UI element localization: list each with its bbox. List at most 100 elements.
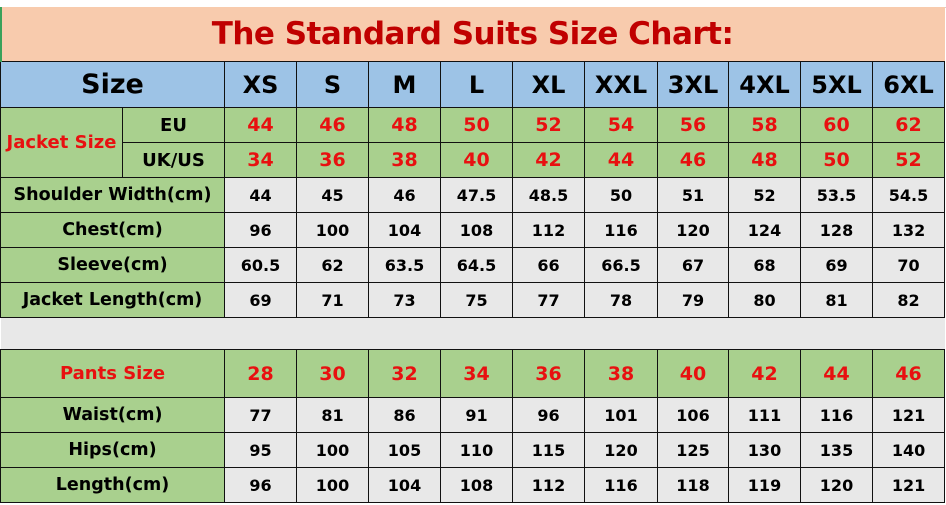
pants-size-cell: 44	[800, 349, 873, 398]
jacket-size-cell: 50	[800, 142, 873, 178]
size-column-header: 4XL	[728, 61, 801, 108]
measurement-cell: 121	[871, 397, 946, 433]
jacket-size-cell: 46	[657, 142, 729, 178]
pants-size-row: Pants Size 28 30 32 34 36 38 40 42 44 46	[0, 349, 946, 398]
spacer-row	[0, 317, 945, 350]
measurement-label: Shoulder Width(cm)	[0, 177, 225, 213]
size-column-header: 6XL	[871, 61, 946, 108]
selection-edge	[0, 7, 2, 62]
measurement-cell: 120	[657, 212, 729, 248]
measurement-cell: 135	[800, 432, 873, 468]
measurement-cell: 46	[368, 177, 441, 213]
measurement-cell: 81	[800, 282, 873, 318]
jacket-size-cell: 60	[800, 107, 873, 143]
measurement-cell: 64.5	[440, 247, 513, 283]
measurement-cell: 128	[800, 212, 873, 248]
measurement-cell: 120	[584, 432, 658, 468]
jacket-size-cell: 48	[368, 107, 441, 143]
measurement-cell: 105	[368, 432, 441, 468]
measurement-cell: 45	[296, 177, 369, 213]
measurement-cell: 116	[584, 467, 658, 503]
jacket-size-cell: 52	[512, 107, 585, 143]
size-column-header: 5XL	[800, 61, 873, 108]
measurement-cell: 100	[296, 432, 369, 468]
size-column-header: XXL	[584, 61, 658, 108]
jacket-size-cell: 44	[224, 107, 297, 143]
measurement-cell: 96	[512, 397, 585, 433]
size-column-header: XL	[512, 61, 585, 108]
measurement-cell: 96	[224, 212, 297, 248]
jacket-size-cell: 40	[440, 142, 513, 178]
jacket-measurement-row: Chest(cm) 96 100 104 108 112 116 120 124 128 132	[0, 212, 946, 248]
measurement-cell: 96	[224, 467, 297, 503]
jacket-size-cell: 36	[296, 142, 369, 178]
measurement-cell: 77	[224, 397, 297, 433]
size-column-header: XS	[224, 61, 297, 108]
measurement-cell: 48.5	[512, 177, 585, 213]
jacket-size-cell: 54	[584, 107, 658, 143]
jacket-size-cell: 48	[728, 142, 801, 178]
measurement-cell: 67	[657, 247, 729, 283]
jacket-size-row: Jacket Size EU 44 46 48 50 52 54 56 58 60 62	[0, 107, 946, 178]
pants-size-label: Pants Size	[0, 349, 225, 398]
measurement-cell: 78	[584, 282, 658, 318]
measurement-cell: 63.5	[368, 247, 441, 283]
jacket-size-cell: 44	[584, 142, 658, 178]
measurement-cell: 82	[871, 282, 946, 318]
measurement-cell: 112	[512, 467, 585, 503]
measurement-cell: 69	[224, 282, 297, 318]
jacket-size-label: Jacket Size	[0, 107, 123, 178]
jacket-measurement-row: Sleeve(cm) 60.5 62 63.5 64.5 66 66.5 67 68 69 70	[0, 247, 946, 283]
measurement-cell: 80	[728, 282, 801, 318]
size-header: Size	[0, 61, 225, 108]
jacket-size-cell: 56	[657, 107, 729, 143]
measurement-cell: 66	[512, 247, 585, 283]
measurement-cell: 108	[440, 212, 513, 248]
measurement-cell: 73	[368, 282, 441, 318]
measurement-cell: 68	[728, 247, 801, 283]
measurement-cell: 108	[440, 467, 513, 503]
pants-measurement-row: Waist(cm) 77 81 86 91 96 101 106 111 116 121	[0, 397, 946, 433]
jacket-size-cell: 52	[871, 142, 946, 178]
measurement-label: Length(cm)	[0, 467, 225, 503]
jacket-size-system-label: UK/US	[122, 142, 225, 178]
measurement-cell: 86	[368, 397, 441, 433]
pants-size-cell: 40	[657, 349, 729, 398]
jacket-size-cell: 62	[871, 107, 946, 143]
measurement-cell: 121	[871, 467, 946, 503]
jacket-measurement-row: Jacket Length(cm) 69 71 73 75 77 78 79 80 81 82	[0, 282, 946, 318]
measurement-cell: 91	[440, 397, 513, 433]
pants-size-cell: 46	[871, 349, 946, 398]
jacket-size-cell: 42	[512, 142, 585, 178]
measurement-cell: 120	[800, 467, 873, 503]
size-chart-table: The Standard Suits Size Chart: Size XS S M L X…	[0, 7, 946, 503]
measurement-cell: 54.5	[871, 177, 946, 213]
jacket-size-cell: 46	[296, 107, 369, 143]
measurement-cell: 71	[296, 282, 369, 318]
jacket-size-cell: 38	[368, 142, 441, 178]
pants-size-cell: 28	[224, 349, 297, 398]
measurement-cell: 79	[657, 282, 729, 318]
measurement-label: Hips(cm)	[0, 432, 225, 468]
size-column-header: 3XL	[657, 61, 729, 108]
measurement-cell: 112	[512, 212, 585, 248]
jacket-size-cell: 58	[728, 107, 801, 143]
measurement-label: Chest(cm)	[0, 212, 225, 248]
measurement-cell: 77	[512, 282, 585, 318]
measurement-cell: 69	[800, 247, 873, 283]
measurement-cell: 66.5	[584, 247, 658, 283]
pants-size-cell: 34	[440, 349, 513, 398]
measurement-label: Jacket Length(cm)	[0, 282, 225, 318]
measurement-cell: 124	[728, 212, 801, 248]
pants-size-cell: 36	[512, 349, 585, 398]
measurement-cell: 50	[584, 177, 658, 213]
size-column-header: M	[368, 61, 441, 108]
jacket-size-row: UK/US 34 36 38 40 42 44 46 48 50 52	[1, 142, 946, 178]
measurement-cell: 52	[728, 177, 801, 213]
pants-size-cell: 32	[368, 349, 441, 398]
measurement-cell: 118	[657, 467, 729, 503]
measurement-cell: 115	[512, 432, 585, 468]
measurement-cell: 119	[728, 467, 801, 503]
jacket-size-system-label: EU	[122, 107, 225, 143]
header-row: Size XS S M L XL XXL 3XL 4XL 5XL 6XL	[0, 61, 946, 108]
